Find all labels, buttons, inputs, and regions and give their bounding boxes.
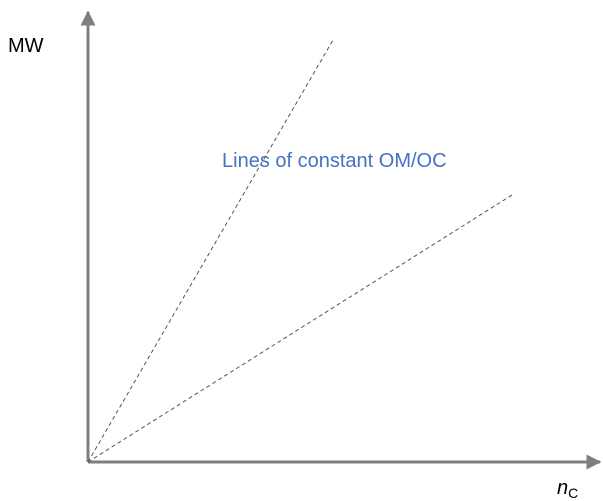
dashed-line [87, 194, 513, 463]
annotation: Lines of constant OM/OC [222, 150, 447, 172]
x-axis-label-subscript: C [568, 485, 578, 501]
x-axis-label-main: n [557, 477, 568, 499]
dashed-line [87, 39, 334, 463]
y-axis-label: MW [8, 35, 44, 57]
x-axis-label: nC [557, 477, 578, 501]
